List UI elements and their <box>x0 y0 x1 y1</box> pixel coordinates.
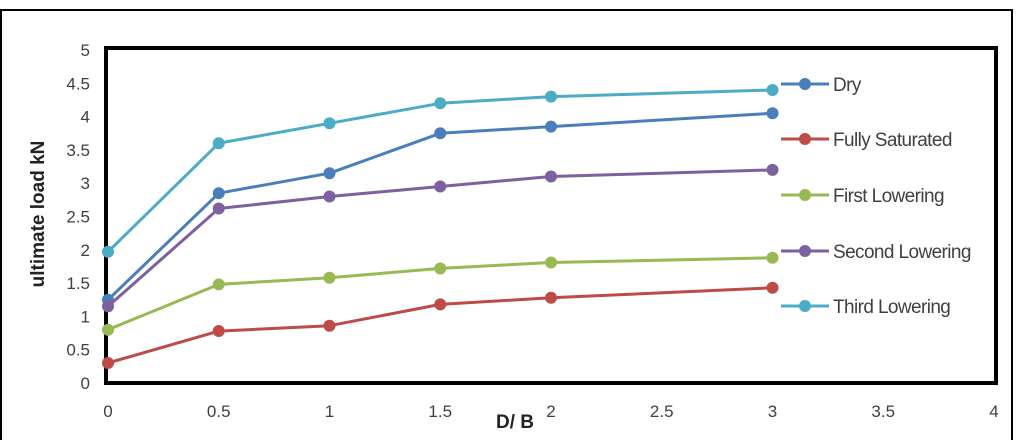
data-point <box>434 262 447 275</box>
legend-label: Fully Saturated <box>833 130 952 151</box>
legend-marker <box>799 300 811 312</box>
legend: Dry Fully Saturated First Lowering Second L… <box>781 75 971 318</box>
y-tick-label: 5 <box>81 41 90 60</box>
chart-frame <box>0 9 1013 440</box>
legend-marker <box>799 133 811 145</box>
legend-marker <box>799 245 811 257</box>
data-point <box>766 163 779 176</box>
y-axis-title: ultimate load kN <box>28 141 49 288</box>
legend-label: Third Lowering <box>833 297 950 318</box>
y-tick-label: 4.5 <box>66 74 90 93</box>
x-tick-label: 1.5 <box>428 402 452 421</box>
x-axis-ticks: 0 0.5 1 1.5 2 2.5 3 3.5 4 <box>103 402 998 421</box>
data-point <box>434 298 447 311</box>
legend-marker <box>799 78 811 90</box>
y-tick-label: 0.5 <box>66 341 90 360</box>
legend-label: First Lowering <box>833 186 944 207</box>
data-point <box>434 97 447 110</box>
series-line <box>107 286 773 365</box>
x-tick-label: 3 <box>768 402 777 421</box>
x-tick-label: 0 <box>103 402 112 421</box>
data-point <box>434 127 447 140</box>
data-point <box>323 319 336 332</box>
y-tick-label: 1 <box>81 307 90 326</box>
x-axis-title: D/ B <box>496 412 534 433</box>
data-point <box>323 117 336 130</box>
x-tick-label: 4 <box>989 402 998 421</box>
data-point <box>102 245 114 258</box>
data-point <box>212 187 225 200</box>
data-point <box>545 120 557 133</box>
x-tick-label: 2 <box>546 402 555 421</box>
series-line <box>107 168 773 308</box>
x-tick-label: 2.5 <box>650 402 674 421</box>
legend-marker <box>799 189 811 201</box>
plot-area-border <box>104 46 998 385</box>
x-tick-label: 0.5 <box>207 402 231 421</box>
data-point <box>545 170 557 183</box>
data-point <box>102 323 114 336</box>
data-point <box>212 202 225 215</box>
legend-label: Dry <box>833 75 862 96</box>
data-point <box>323 167 336 180</box>
data-point <box>545 256 557 269</box>
y-tick-label: 3 <box>81 174 90 193</box>
data-point <box>102 300 114 313</box>
data-point <box>545 90 557 103</box>
data-point <box>766 251 779 264</box>
data-point <box>212 137 225 150</box>
y-tick-label: 2.5 <box>66 208 90 227</box>
series-line <box>107 256 773 332</box>
y-tick-label: 2 <box>81 241 90 260</box>
y-tick-label: 3.5 <box>66 141 90 160</box>
data-point <box>434 180 447 193</box>
data-point <box>323 190 336 203</box>
series-line <box>106 88 773 253</box>
data-point <box>212 278 225 291</box>
series-line <box>106 111 773 301</box>
data-point <box>545 291 557 304</box>
data-point <box>212 325 225 338</box>
data-point <box>766 107 779 120</box>
y-tick-label: 0 <box>81 374 90 393</box>
y-axis-ticks: 0 0.5 1 1.5 2 2.5 3 3.5 4 4.5 5 <box>66 41 90 393</box>
data-point <box>766 281 779 294</box>
data-point <box>102 357 114 370</box>
y-tick-label: 4 <box>81 108 90 127</box>
x-tick-label: 3.5 <box>871 402 895 421</box>
y-tick-label: 1.5 <box>66 274 90 293</box>
series-layer <box>102 83 779 370</box>
x-tick-label: 1 <box>325 402 334 421</box>
data-point <box>766 83 779 96</box>
data-point <box>323 271 336 284</box>
legend-label: Second Lowering <box>833 242 971 263</box>
